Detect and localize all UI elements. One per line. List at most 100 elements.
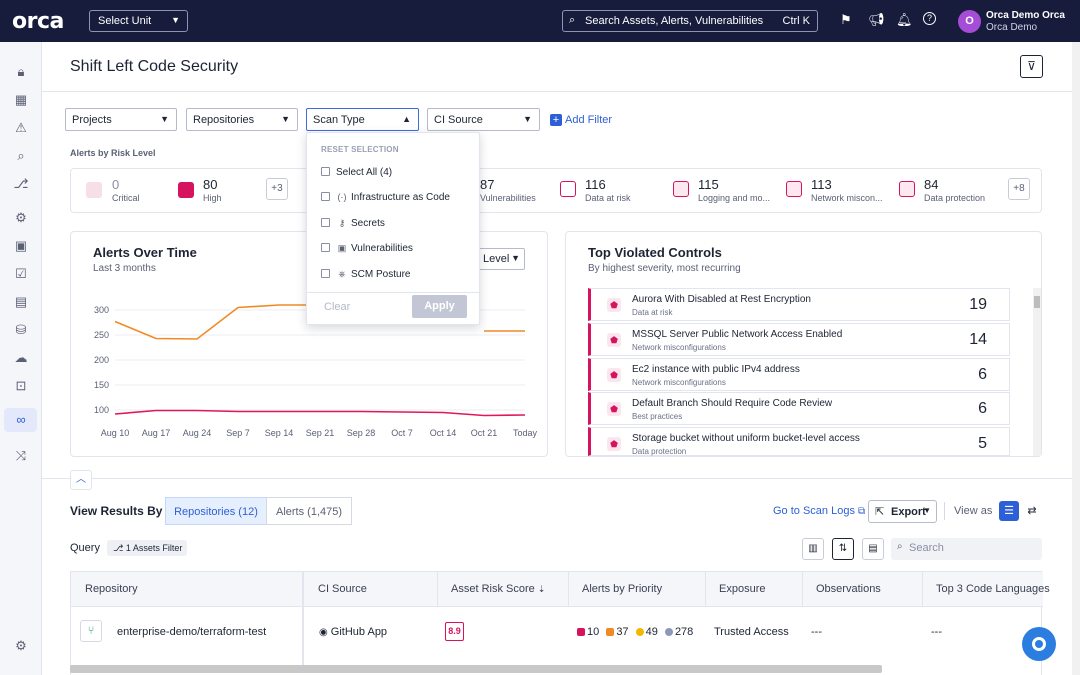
columns-button[interactable]: ▥ [802, 538, 824, 560]
lock-icon[interactable]: 🔒︎ [17, 64, 25, 79]
user-org-name[interactable]: Orca Demo Orca [986, 10, 1065, 21]
controls-scrollbar[interactable] [1033, 288, 1041, 456]
option-secrets[interactable]: ⚷ Secrets [321, 218, 385, 229]
column-header-observations[interactable]: Observations [816, 583, 881, 595]
high-count[interactable]: 80 [203, 177, 218, 192]
user-name[interactable]: Orca Demo [986, 22, 1038, 33]
column-header-risk-score[interactable]: Asset Risk Score ⇣ [451, 583, 545, 595]
details-button[interactable]: ▤ [862, 538, 884, 560]
alert-triangle-icon[interactable]: ⚠ [15, 120, 27, 135]
category-count[interactable]: 87 [480, 177, 495, 192]
graph-icon[interactable]: ⎇ [13, 176, 29, 191]
table-search-input[interactable]: ⌕ Search [891, 538, 1042, 560]
orca-logo[interactable]: orca [12, 9, 64, 34]
ci-source-filter[interactable]: CI Source ▼ [427, 108, 540, 131]
select-unit-dropdown[interactable]: Select Unit ▼ [89, 10, 188, 32]
column-header-repository[interactable]: Repository [85, 583, 138, 595]
scan-type-filter[interactable]: Scan Type ▲ [306, 108, 419, 131]
column-header-ci-source[interactable]: CI Source [318, 583, 367, 595]
category-count[interactable]: 115 [698, 177, 719, 192]
apply-button[interactable]: Apply [412, 295, 467, 318]
briefcase-icon[interactable]: ▣ [14, 238, 28, 253]
settings-shield-icon[interactable]: ⚙ [15, 210, 27, 225]
shift-left-icon[interactable]: ∞ [16, 412, 26, 427]
caret-down-icon: ▼ [171, 15, 180, 25]
flag-icon[interactable]: ⚑ [840, 12, 852, 27]
category-count[interactable]: 116 [585, 177, 606, 192]
megaphone-icon[interactable]: 📢︎ [868, 12, 885, 27]
export-button[interactable]: ⇱ Export ▼ [868, 500, 937, 523]
select-unit-label: Select Unit [98, 15, 152, 27]
inbox-icon[interactable]: ⊡ [15, 378, 27, 393]
checkbox[interactable] [321, 269, 330, 278]
priority-critical[interactable]: 10 [577, 626, 599, 638]
user-avatar[interactable]: O [958, 10, 981, 33]
document-icon[interactable]: ▤ [14, 294, 28, 309]
control-row[interactable]: ⬟ Default Branch Should Require Code Revi… [588, 392, 1010, 425]
sort-button[interactable]: ⇅ [832, 538, 854, 560]
collapse-button[interactable]: ︿ [70, 470, 92, 490]
column-header-languages[interactable]: Top 3 Code Languages [936, 583, 1050, 595]
scroll-thumb[interactable] [1034, 296, 1040, 308]
column-header-exposure[interactable]: Exposure [719, 583, 766, 595]
option-vulnerabilities[interactable]: ▣ Vulnerabilities [321, 243, 413, 254]
add-filter-button[interactable]: + Add Filter [550, 114, 612, 126]
repositories-filter[interactable]: Repositories ▼ [186, 108, 298, 131]
observations-value: --- [811, 626, 822, 638]
repository-name[interactable]: enterprise-demo/terraform-test [117, 626, 267, 638]
checkbox[interactable] [321, 167, 330, 176]
priority-medium[interactable]: 49 [635, 626, 658, 638]
shuffle-icon[interactable]: ⤨ [15, 448, 27, 463]
go-to-scan-logs-link[interactable]: Go to Scan Logs ⧉ [773, 505, 865, 517]
category-count[interactable]: 113 [811, 177, 832, 192]
control-count: 5 [978, 435, 987, 452]
filter-toggle-button[interactable]: ⊽ [1020, 55, 1043, 78]
control-row[interactable]: ⬟ MSSQL Server Public Network Access Enab… [588, 323, 1010, 356]
option-scm-posture[interactable]: ⎈ SCM Posture [321, 269, 410, 280]
level-select[interactable]: Level ▼ [478, 248, 525, 270]
clear-button[interactable]: Clear [324, 301, 351, 313]
global-search-input[interactable]: ⌕ Search Assets, Alerts, Vulnerabilities… [562, 10, 818, 32]
section-divider [42, 478, 1072, 479]
medium-priority-icon [635, 628, 644, 636]
cloud-icon[interactable]: ☁ [14, 350, 28, 365]
tab-repositories[interactable]: Repositories (12) [165, 497, 267, 525]
priority-low[interactable]: 278 [664, 626, 693, 638]
control-row[interactable]: ⬟ Aurora With Disabled at Rest Encryption… [588, 288, 1010, 321]
x-tick-label: Oct 14 [430, 428, 457, 438]
reset-selection-button[interactable]: RESET SELECTION [321, 145, 399, 154]
option-select-all[interactable]: Select All (4) [321, 167, 392, 178]
option-infrastructure-as-code[interactable]: (·) Infrastructure as Code [321, 192, 450, 203]
tab-alerts[interactable]: Alerts (1,475) [266, 497, 352, 525]
checklist-icon[interactable]: ☑ [15, 266, 27, 281]
table-horizontal-scrollbar[interactable] [70, 665, 882, 673]
graph-view-button[interactable]: ⇄ [1022, 501, 1042, 521]
control-row[interactable]: ⬟ Ec2 instance with public IPv4 address Ne… [588, 358, 1010, 391]
priority-high[interactable]: 37 [606, 626, 629, 638]
checkbox[interactable] [321, 243, 330, 252]
page-scrollbar[interactable] [1072, 42, 1080, 675]
more-risk-levels-button[interactable]: +3 [266, 178, 288, 200]
risk-score-badge[interactable]: 8.9 [445, 622, 464, 641]
critical-count[interactable]: 0 [112, 177, 120, 192]
more-categories-button[interactable]: +8 [1008, 178, 1030, 200]
risk-level-strip [70, 168, 1042, 213]
control-row[interactable]: ⬟ Storage bucket without uniform bucket-l… [588, 427, 1010, 456]
table-view-button[interactable]: ☰ [999, 501, 1019, 521]
category-count[interactable]: 84 [924, 177, 939, 192]
help-icon[interactable]: ? [923, 12, 936, 25]
checkbox[interactable] [321, 218, 330, 227]
column-header-alerts-by-priority[interactable]: Alerts by Priority [582, 583, 663, 595]
gear-icon[interactable]: ⚙ [15, 638, 27, 653]
bell-icon[interactable]: 🔔︎ [896, 12, 913, 27]
dashboard-icon[interactable]: ▦ [14, 92, 28, 107]
caret-up-icon: ▲ [402, 114, 411, 124]
sort-desc-icon: ⇣ [537, 584, 546, 594]
search-icon[interactable]: ⌕ [17, 148, 25, 163]
projects-filter[interactable]: Projects ▼ [65, 108, 177, 131]
database-icon[interactable]: ⛁ [15, 322, 27, 337]
checkbox[interactable] [321, 192, 330, 201]
chat-help-button[interactable] [1022, 627, 1056, 661]
alerts-by-priority-cell: 10 37 49 278 [577, 626, 697, 638]
assets-filter-chip[interactable]: ⎇ 1 Assets Filter [107, 540, 187, 556]
